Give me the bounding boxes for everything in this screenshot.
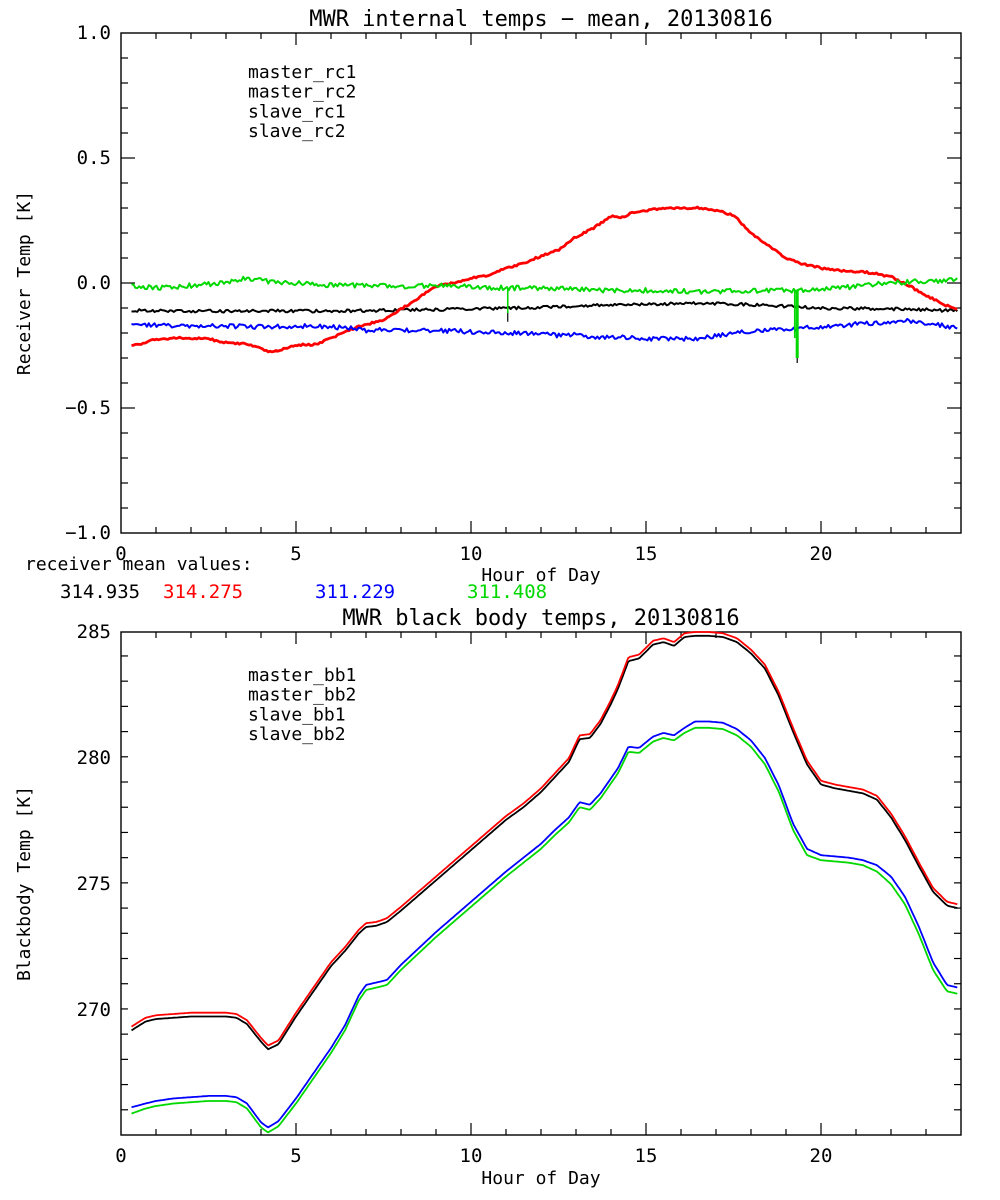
plot-frame: [120, 32, 962, 534]
y-tick-label: 285: [77, 621, 111, 643]
receiver-mean-slave-rc1: 311.229: [315, 581, 396, 603]
x-tick-label: 15: [635, 1145, 658, 1167]
y-tick-label: 270: [77, 999, 111, 1021]
legend-item-slave_rc1: slave_rc1: [248, 101, 346, 122]
legend-item-slave_bb1: slave_bb1: [248, 704, 346, 725]
x-axis-label: Hour of Day: [481, 565, 600, 586]
x-tick-label: 0: [115, 543, 126, 565]
y-axis-label: Blackbody Temp [K]: [14, 786, 35, 981]
slave_bb2-line: [131, 726, 958, 1134]
y-axis-label: Receiver Temp [K]: [14, 191, 35, 375]
legend-item-master_bb2: master_bb2: [248, 685, 356, 706]
chart-title: MWR internal temps − mean, 20130816: [309, 7, 773, 32]
x-tick-label: 5: [290, 1145, 301, 1167]
receiver-means-label: receiver mean values:: [25, 554, 253, 575]
y-tick-label: −0.5: [65, 397, 111, 419]
y-tick-label: 0.0: [77, 272, 111, 294]
y-tick-label: 0.5: [77, 147, 111, 169]
receiver-mean-master-rc1: 314.935: [60, 581, 141, 603]
master_rc2-line: [131, 205, 958, 354]
master_bb2-line: [131, 631, 958, 1047]
plot-frame: [120, 631, 962, 1136]
y-tick-label: −1.0: [65, 522, 111, 544]
x-tick-label: 10: [460, 543, 483, 565]
y-tick-label: 275: [77, 873, 111, 895]
slave_rc1-line: [131, 317, 958, 342]
x-tick-label: 15: [635, 543, 658, 565]
receiver-mean-slave-rc2: 311.408: [467, 581, 548, 603]
legend-item-master_rc1: master_rc1: [248, 62, 356, 83]
y-tick-label: 1.0: [77, 22, 111, 44]
axis-ticks: [121, 632, 961, 1135]
y-tick-label: 280: [77, 747, 111, 769]
x-axis-label: Hour of Day: [481, 1168, 600, 1189]
slave_rc2-line: [131, 275, 958, 295]
x-tick-label: 5: [290, 543, 301, 565]
x-tick-label: 0: [115, 1145, 126, 1167]
chart-bottom: 0 5 10 15 20 270 275 280 285 MWR black body temps…: [14, 606, 962, 1189]
x-tick-label: 10: [460, 1145, 483, 1167]
legend-item-master_rc2: master_rc2: [248, 82, 356, 103]
legend-item-slave_rc2: slave_rc2: [248, 121, 346, 142]
master_rc1-line: [131, 301, 958, 314]
chart-top: 0 5 10 15 20 −1.0 −0.5 0.0 0.5 1.0 MWR internal te…: [14, 7, 962, 586]
chart-title: MWR black body temps, 20130816: [342, 606, 739, 631]
master_bb1-line: [131, 634, 958, 1051]
legend-item-slave_bb2: slave_bb2: [248, 724, 346, 745]
x-tick-label: 20: [810, 543, 833, 565]
receiver-mean-master-rc2: 314.275: [163, 581, 244, 603]
legend-item-master_bb1: master_bb1: [248, 665, 356, 686]
slave_bb1-line: [131, 720, 958, 1129]
axis-ticks: [121, 33, 961, 533]
x-tick-label: 20: [810, 1145, 833, 1167]
